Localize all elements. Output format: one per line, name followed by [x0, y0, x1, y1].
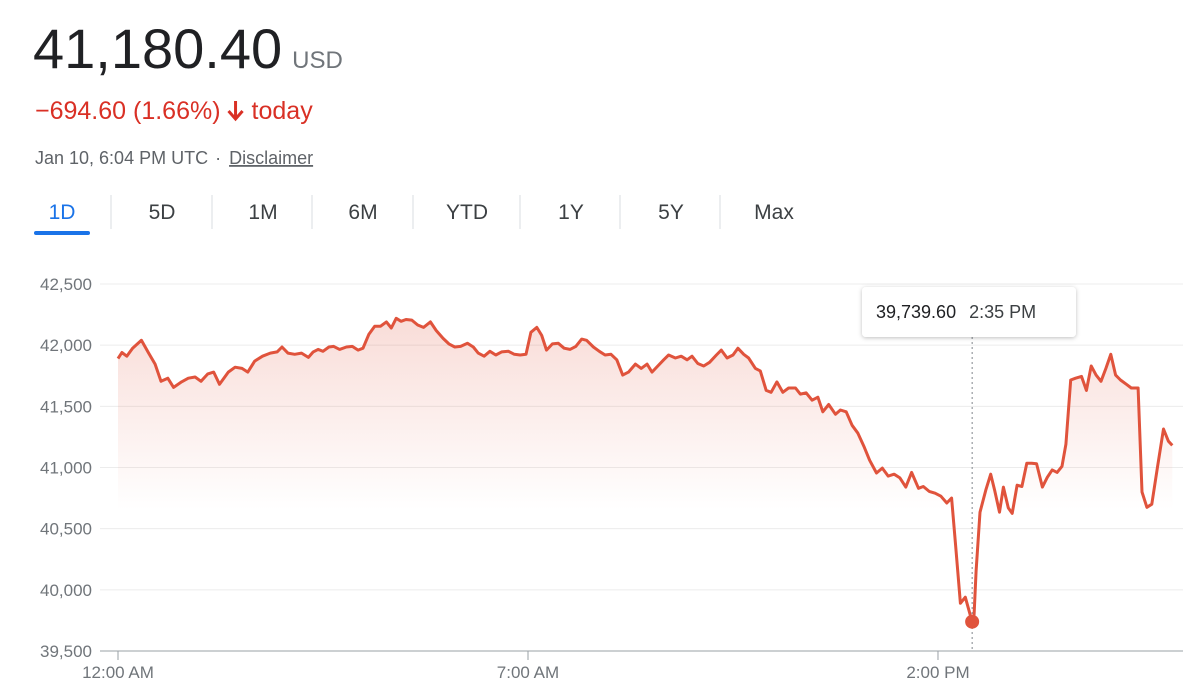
price-line — [116, 316, 1174, 624]
x-tick-label: 7:00 AM — [497, 663, 559, 682]
separator: · — [215, 148, 221, 168]
hover-point — [965, 614, 980, 629]
range-tab[interactable]: YTD — [446, 201, 488, 224]
y-tick-label: 40,500 — [40, 520, 92, 539]
range-tabs: 1D 5D 1M 6M YTD 1Y 5Y Max — [34, 195, 794, 235]
tooltip-box — [862, 287, 1076, 337]
y-tick-label: 41,500 — [40, 397, 92, 416]
y-tick-label: 41,000 — [40, 459, 92, 478]
selected-tab-indicator — [34, 231, 90, 235]
x-tick-label: 12:00 AM — [82, 663, 154, 682]
disclaimer-link[interactable]: Disclaimer — [229, 148, 313, 168]
range-tab[interactable]: 1M — [248, 201, 277, 224]
change-period: today — [252, 97, 314, 125]
range-tab[interactable]: Max — [754, 201, 794, 224]
line-chart: 39,500 40,000 40,500 41,000 41,500 42,000 42,5… — [40, 275, 1183, 682]
y-tick-label: 40,000 — [40, 581, 92, 600]
price: 41,180.40 — [33, 17, 282, 80]
y-tick-label: 42,000 — [40, 336, 92, 355]
range-tab[interactable]: 5Y — [658, 201, 684, 224]
area — [118, 318, 1173, 651]
tooltip-value: 39,739.60 — [876, 302, 956, 322]
range-tab[interactable]: 1Y — [558, 201, 584, 224]
y-tick-label: 39,500 — [40, 642, 92, 661]
y-tick-label: 42,500 — [40, 275, 92, 294]
range-tab[interactable]: 1D — [49, 201, 76, 224]
currency: USD — [292, 47, 343, 74]
price-change: −694.60 (1.66%) — [35, 97, 221, 125]
range-tab[interactable]: 5D — [149, 201, 176, 224]
range-tab[interactable]: 6M — [348, 201, 377, 224]
tooltip-time: 2:35 PM — [969, 302, 1036, 322]
timestamp: Jan 10, 6:04 PM UTC — [35, 148, 208, 168]
x-tick-label: 2:00 PM — [906, 663, 969, 682]
down-arrow-icon — [227, 101, 244, 122]
